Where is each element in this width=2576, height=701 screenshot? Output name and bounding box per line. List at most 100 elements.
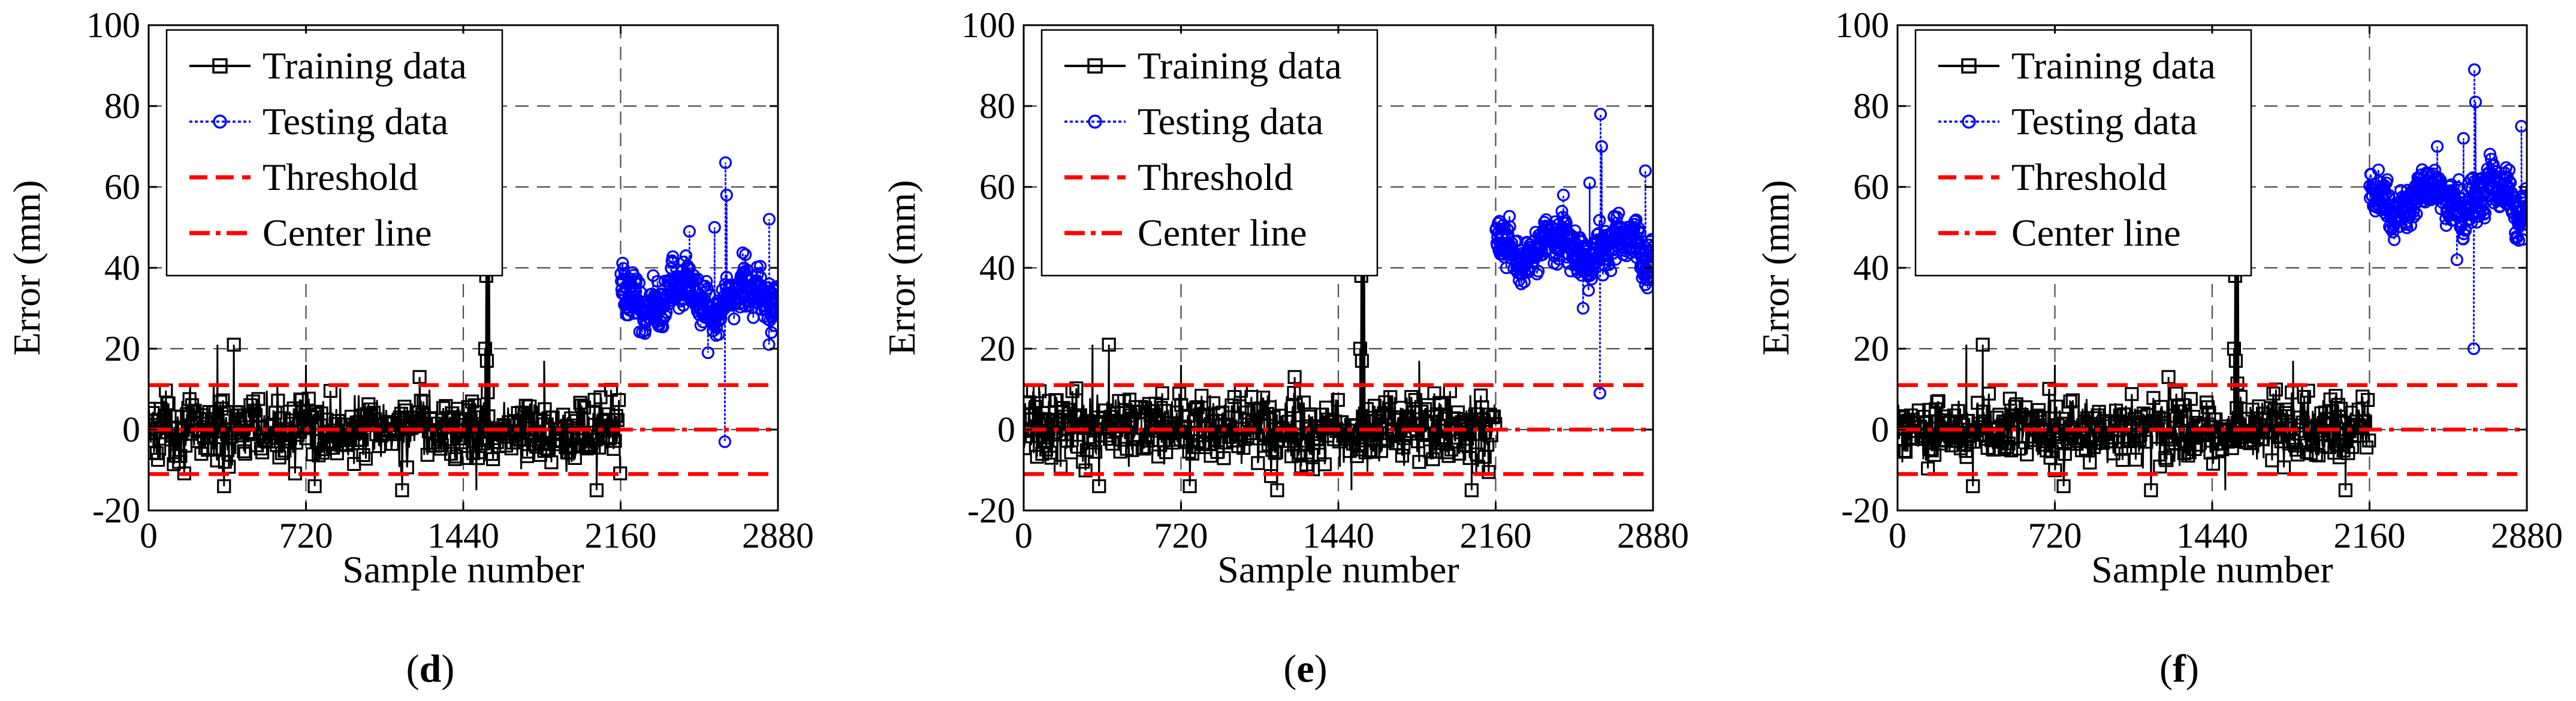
- testing-point: [1557, 188, 1570, 202]
- training-point: [1916, 429, 1930, 443]
- data-layer: [149, 156, 778, 497]
- training-point: [1331, 392, 1345, 407]
- series-training: [1024, 186, 1503, 497]
- training-point: [1155, 386, 1169, 400]
- training-point: [251, 392, 266, 406]
- testing-point: [2465, 216, 2478, 229]
- training-point: [609, 409, 623, 423]
- training-point: [467, 398, 482, 412]
- training-point: [2334, 401, 2348, 416]
- chart-panel-e: Training data Testing data Threshold Center…: [880, 5, 1689, 691]
- training-point: [1319, 400, 1334, 415]
- y-tick-label: 20: [979, 329, 1015, 368]
- training-point: [608, 434, 622, 448]
- training-point: [1024, 396, 1033, 410]
- training-point: [2293, 410, 2307, 425]
- x-tick-label: 720: [279, 516, 333, 555]
- testing-point: [2453, 173, 2466, 186]
- training-point: [1486, 409, 1501, 424]
- testing-point: [2434, 174, 2447, 187]
- training-point: [2020, 447, 2034, 462]
- training-point: [544, 455, 559, 470]
- training-point: [2164, 433, 2179, 447]
- y-tick-label: -20: [967, 491, 1015, 530]
- x-tick-label: 2160: [1460, 516, 1532, 555]
- legend-label: Center line: [2011, 211, 2181, 254]
- training-point: [2029, 410, 2043, 424]
- training-point: [277, 443, 292, 458]
- testing-point: [2457, 232, 2470, 246]
- training-point: [299, 431, 313, 446]
- testing-point: [768, 319, 778, 333]
- data-layer: [1898, 63, 2527, 497]
- training-point: [574, 398, 589, 413]
- x-tick-label: 0: [140, 516, 158, 555]
- training-point: [1184, 425, 1198, 440]
- training-point: [1359, 401, 1374, 416]
- legend-label: Testing data: [1138, 100, 1323, 143]
- training-point: [1284, 449, 1299, 464]
- panel-label: (d): [406, 647, 455, 691]
- training-point: [2115, 453, 2130, 467]
- training-point: [1251, 456, 1265, 470]
- training-point: [2109, 403, 2123, 418]
- testing-point: [1501, 223, 1515, 236]
- y-tick-label: -20: [92, 491, 140, 530]
- training-point: [2037, 410, 2051, 425]
- series-testing: [2363, 63, 2527, 355]
- training-point: [1931, 394, 1945, 409]
- testing-point: [700, 274, 713, 288]
- training-point: [610, 413, 625, 427]
- training-point: [2042, 382, 2056, 396]
- training-point: [2290, 448, 2305, 462]
- training-point: [238, 446, 252, 461]
- training-point: [161, 396, 176, 410]
- testing-point: [2484, 152, 2498, 166]
- training-point: [1126, 432, 1141, 446]
- training-point: [2044, 444, 2059, 458]
- training-point: [397, 400, 412, 414]
- training-point: [2278, 406, 2293, 420]
- training-point: [1262, 400, 1277, 415]
- training-point: [1268, 446, 1282, 460]
- testing-point: [2381, 173, 2394, 186]
- testing-point: [1585, 273, 1598, 286]
- training-point: [356, 448, 370, 463]
- testing-point: [1639, 164, 1652, 177]
- training-point: [2063, 394, 2077, 409]
- training-point: [1079, 443, 1094, 457]
- y-tick-label: 40: [104, 248, 140, 288]
- training-point: [1102, 337, 1116, 352]
- training-point: [1266, 410, 1281, 425]
- training-point: [449, 449, 463, 464]
- training-point: [1037, 412, 1052, 427]
- training-point: [294, 393, 309, 407]
- testing-point: [719, 156, 732, 170]
- training-point: [2056, 479, 2071, 494]
- y-tick-label: 0: [122, 410, 140, 449]
- testing-point: [762, 338, 776, 351]
- legend-label: Threshold: [2011, 156, 2167, 198]
- training-point: [2265, 453, 2279, 467]
- testing-point: [725, 278, 738, 291]
- x-tick-label: 2880: [1617, 516, 1689, 555]
- testing-point: [632, 276, 646, 289]
- testing-point: [728, 312, 741, 325]
- training-point: [1975, 337, 1990, 352]
- training-point: [1224, 398, 1239, 413]
- legend-label: Center line: [263, 211, 432, 254]
- training-point: [2065, 393, 2080, 407]
- x-axis-label: Sample number: [1217, 548, 1459, 591]
- y-tick-label: 80: [1853, 86, 1889, 126]
- y-tick-label: 40: [979, 248, 1015, 288]
- training-point: [2129, 430, 2144, 445]
- data-layer: [1024, 107, 1653, 497]
- training-point: [456, 431, 470, 446]
- legend: Training data Testing data Threshold Center…: [1040, 29, 1379, 277]
- testing-point: [2469, 95, 2482, 108]
- x-tick-label: 2160: [2334, 516, 2406, 555]
- panel-label-open: (: [1283, 647, 1296, 691]
- training-point: [573, 395, 587, 410]
- training-point: [1366, 445, 1380, 459]
- training-point: [2328, 388, 2343, 403]
